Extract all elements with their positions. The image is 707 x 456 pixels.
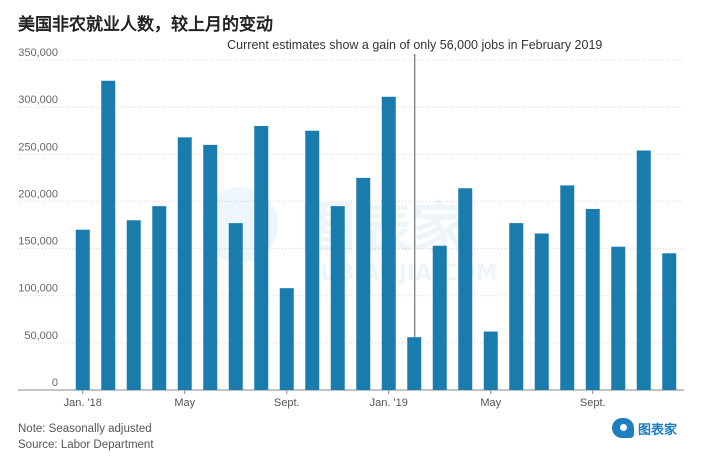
source-text: Source: Labor Department [18, 439, 154, 451]
bar [75, 229, 90, 390]
y-tick-label: 250,000 [18, 141, 58, 153]
bar [560, 185, 575, 390]
bar [126, 220, 141, 390]
x-tick-label: Sept. [274, 397, 300, 409]
y-tick-label: 300,000 [18, 94, 58, 106]
bar [203, 144, 218, 390]
bar [254, 126, 269, 390]
y-tick-label: 200,000 [18, 188, 58, 200]
bar [585, 208, 600, 390]
x-tick-label: May [480, 397, 501, 409]
y-tick-label: 350,000 [18, 47, 58, 59]
bar [152, 206, 167, 390]
bar [407, 337, 422, 390]
x-tick-label: Sept. [580, 397, 606, 409]
x-tick-label: Jan. '18 [64, 397, 102, 409]
bar [458, 188, 473, 390]
y-tick-label: 150,000 [18, 236, 58, 248]
bar [356, 177, 371, 390]
bar [101, 80, 116, 390]
chart-title: 美国非农就业人数，较上月的变动 [18, 15, 273, 35]
bar [483, 331, 498, 390]
bar [432, 245, 447, 390]
y-tick-label: 100,000 [18, 283, 58, 295]
bar [330, 206, 345, 390]
bar [381, 96, 396, 391]
annotation-text: Current estimates show a gain of only 56… [227, 38, 602, 52]
bar [534, 233, 549, 390]
annotation-group: Current estimates show a gain of only 56… [227, 38, 602, 338]
brand-logo-icon [612, 418, 634, 438]
x-tick-labels: Jan. '18 May Sept. Jan. '19 May Sept. [64, 390, 606, 409]
x-tick-label: Jan. '19 [370, 397, 408, 409]
note-text: Note: Seasonally adjusted [18, 423, 152, 435]
bars [75, 80, 677, 391]
bar [177, 137, 192, 390]
brand-logo: 图表家 [612, 418, 677, 438]
bar [509, 223, 524, 390]
x-tick-label: May [174, 397, 195, 409]
bar [279, 288, 294, 390]
watermark: 图表家 TUBIAOJIA.COM [202, 187, 497, 286]
y-tick-labels: 0 50,000 100,000 150,000 200,000 250,000 300,0… [18, 47, 58, 389]
y-tick-label: 0 [52, 377, 58, 389]
bar [305, 130, 320, 390]
bar [611, 246, 626, 390]
brand-logo-text: 图表家 [638, 422, 678, 438]
bar [228, 223, 243, 390]
bar [636, 150, 651, 390]
y-tick-label: 50,000 [24, 330, 58, 342]
notes: Note: Seasonally adjusted Source: Labor … [18, 421, 154, 453]
bar [662, 253, 677, 390]
